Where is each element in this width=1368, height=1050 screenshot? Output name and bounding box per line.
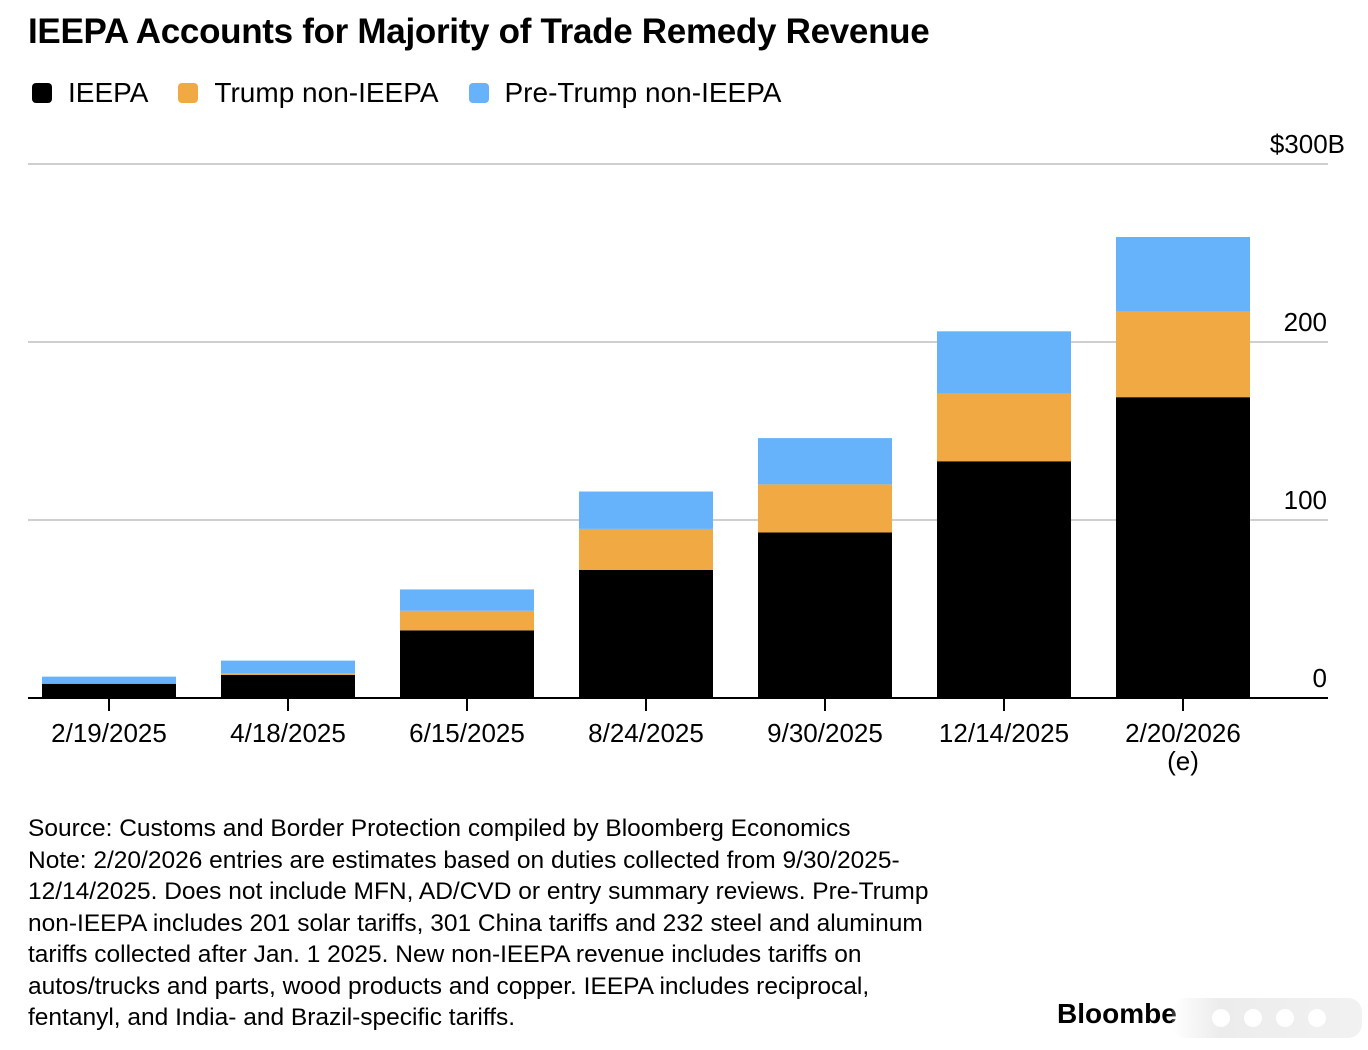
bar-segment-trump-non-ieepa bbox=[937, 393, 1071, 462]
legend-swatch-ieepa bbox=[32, 83, 52, 103]
legend-item-ieepa: IEEPA bbox=[32, 77, 148, 109]
legend-label-pre-trump-non-ieepa: Pre-Trump non-IEEPA bbox=[504, 77, 782, 108]
bar-segment-trump-non-ieepa bbox=[221, 673, 355, 675]
bar-segment-pre-trump-non-ieepa bbox=[221, 660, 355, 674]
y-tick-label: 0 bbox=[1313, 663, 1327, 693]
bloomberg-logo: Bloombe bbox=[1057, 998, 1177, 1029]
footnote-line: non-IEEPA includes 201 solar tariffs, 30… bbox=[28, 909, 923, 937]
bar-segment-pre-trump-non-ieepa bbox=[579, 491, 713, 529]
x-tick-label: 9/30/2025 bbox=[767, 718, 883, 748]
bar-segment-ieepa bbox=[42, 683, 176, 698]
legend-label-trump-non-ieepa: Trump non-IEEPA bbox=[214, 77, 439, 108]
x-tick-label: 2/20/2026 bbox=[1125, 718, 1241, 748]
legend: IEEPA Trump non-IEEPA Pre-Trump non-IEEP… bbox=[32, 76, 811, 110]
legend-item-trump-non-ieepa: Trump non-IEEPA bbox=[178, 77, 439, 109]
bar-segment-trump-non-ieepa bbox=[758, 484, 892, 533]
legend-swatch-pre-trump-non-ieepa bbox=[468, 83, 489, 103]
x-tick-label: 2/19/2025 bbox=[51, 718, 167, 748]
footnote-line: tariffs collected after Jan. 1 2025. New… bbox=[28, 941, 862, 968]
bar-segment-ieepa bbox=[937, 461, 1071, 698]
bar-segment-pre-trump-non-ieepa bbox=[937, 331, 1071, 394]
chart-title: IEEPA Accounts for Majority of Trade Rem… bbox=[28, 12, 930, 51]
stacked-bar-chart: 0 100 200 $300B 2/19/2025 4/18/2025 6/15/2025 8… bbox=[28, 129, 1345, 776]
footnote-line: fentanyl, and India- and Brazil-specific… bbox=[28, 1004, 516, 1031]
bar-segment-pre-trump-non-ieepa bbox=[42, 676, 176, 684]
bar-segment-ieepa bbox=[400, 630, 534, 698]
bar-segment-trump-non-ieepa bbox=[1116, 311, 1250, 398]
footnote-line: Note: 2/20/2026 entries are estimates ba… bbox=[28, 846, 900, 874]
y-tick-label: 200 bbox=[1284, 307, 1327, 337]
bar-segment-ieepa bbox=[221, 674, 355, 698]
footnote-line: 12/14/2025. Does not include MFN, AD/CVD… bbox=[28, 878, 929, 905]
watermark-overlay bbox=[1172, 998, 1362, 1038]
footnote-source: Source: Customs and Border Protection co… bbox=[28, 815, 851, 842]
x-tick-label: 12/14/2025 bbox=[939, 718, 1069, 748]
legend-swatch-trump-non-ieepa bbox=[178, 83, 199, 103]
x-tick-label: 6/15/2025 bbox=[409, 718, 525, 748]
bar-segment-trump-non-ieepa bbox=[579, 528, 713, 570]
bar-segment-ieepa bbox=[758, 532, 892, 698]
bar-segment-pre-trump-non-ieepa bbox=[1116, 236, 1250, 312]
x-tick-label: 8/24/2025 bbox=[588, 718, 704, 748]
bar-segment-pre-trump-non-ieepa bbox=[400, 589, 534, 611]
bar-segment-ieepa bbox=[579, 569, 713, 698]
bar-segment-pre-trump-non-ieepa bbox=[758, 438, 892, 485]
x-tick-sublabel: (e) bbox=[1167, 746, 1199, 776]
bar-segment-trump-non-ieepa bbox=[400, 610, 534, 631]
y-tick-label: $300B bbox=[1270, 129, 1345, 159]
footnote-line: autos/trucks and parts, wood products an… bbox=[28, 972, 870, 1000]
legend-label-ieepa: IEEPA bbox=[68, 77, 149, 108]
x-tick-label: 4/18/2025 bbox=[230, 718, 346, 748]
footnote: Source: Customs and Border Protection co… bbox=[28, 813, 1038, 1034]
bar-segment-ieepa bbox=[1116, 397, 1250, 698]
legend-item-pre-trump-non-ieepa: Pre-Trump non-IEEPA bbox=[468, 77, 782, 109]
y-tick-label: 100 bbox=[1284, 485, 1327, 515]
